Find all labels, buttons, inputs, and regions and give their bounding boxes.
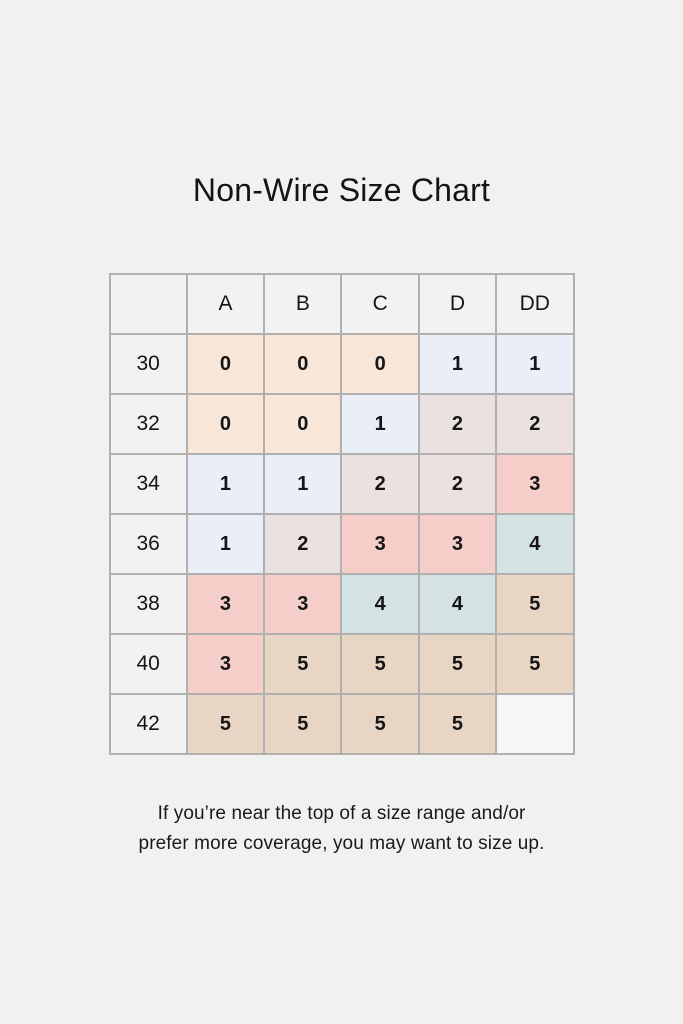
size-cell-32-c: 1 bbox=[340, 393, 420, 455]
row-header-42: 42 bbox=[108, 693, 188, 755]
size-cell-34-a: 1 bbox=[185, 453, 266, 515]
size-cell-40-d: 5 bbox=[417, 633, 498, 695]
table-row-band-36: 36 1 2 3 3 4 bbox=[108, 513, 575, 575]
size-cell-42-b: 5 bbox=[263, 693, 343, 755]
size-cell-36-c: 3 bbox=[340, 513, 420, 575]
size-cell-40-c: 5 bbox=[340, 633, 420, 695]
size-cell-38-a: 3 bbox=[185, 573, 266, 635]
size-cell-36-b: 2 bbox=[263, 513, 343, 575]
size-cell-34-d: 2 bbox=[417, 453, 498, 515]
row-header-34: 34 bbox=[108, 453, 188, 515]
size-cell-32-b: 0 bbox=[263, 393, 343, 455]
size-cell-34-dd: 3 bbox=[495, 453, 575, 515]
header-row: A B C D DD bbox=[108, 273, 575, 335]
size-chart-header: A B C D DD bbox=[108, 273, 575, 335]
table-row-band-40: 40 3 5 5 5 5 bbox=[108, 633, 575, 695]
size-cell-42-dd bbox=[495, 693, 575, 755]
size-cell-32-a: 0 bbox=[185, 393, 266, 455]
size-cell-34-c: 2 bbox=[340, 453, 420, 515]
size-cell-42-c: 5 bbox=[340, 693, 420, 755]
row-header-36: 36 bbox=[108, 513, 188, 575]
size-cell-34-b: 1 bbox=[263, 453, 343, 515]
size-cell-36-d: 3 bbox=[417, 513, 498, 575]
footnote-line-1: If you’re near the top of a size range a… bbox=[157, 803, 526, 824]
table-row-band-34: 34 1 1 2 2 3 bbox=[108, 453, 575, 515]
size-cell-38-dd: 5 bbox=[495, 573, 575, 635]
size-cell-38-d: 4 bbox=[417, 573, 498, 635]
size-cell-30-dd: 1 bbox=[495, 333, 575, 395]
row-header-30: 30 bbox=[108, 333, 188, 395]
row-header-40: 40 bbox=[108, 633, 188, 695]
size-chart-table: A B C D DD 30 0 0 0 1 1 32 0 0 1 2 2 34 1 1 2 2 3 36 1 2 3 3 4 38 3 3 4… bbox=[108, 273, 575, 755]
footnote-line-2: prefer more coverage, you may want to si… bbox=[138, 833, 545, 854]
size-cell-30-c: 0 bbox=[340, 333, 420, 395]
page-title: Non-Wire Size Chart bbox=[192, 172, 491, 208]
size-cell-42-d: 5 bbox=[417, 693, 498, 755]
size-cell-38-c: 4 bbox=[340, 573, 420, 635]
corner-cell bbox=[108, 273, 188, 335]
size-cell-40-a: 3 bbox=[185, 633, 266, 695]
column-header-d: D bbox=[417, 273, 498, 335]
column-header-c: C bbox=[340, 273, 420, 335]
size-cell-40-b: 5 bbox=[263, 633, 343, 695]
size-cell-36-a: 1 bbox=[185, 513, 266, 575]
size-cell-32-dd: 2 bbox=[495, 393, 575, 455]
column-header-b: B bbox=[263, 273, 343, 335]
table-row-band-30: 30 0 0 0 1 1 bbox=[108, 333, 575, 395]
size-chart-body: 30 0 0 0 1 1 32 0 0 1 2 2 34 1 1 2 2 3 36 1 2 3 3 4 38 3 3 4 4 5 40 3 5 5… bbox=[108, 333, 575, 755]
table-row-band-32: 32 0 0 1 2 2 bbox=[108, 393, 575, 455]
size-cell-36-dd: 4 bbox=[495, 513, 575, 575]
size-cell-38-b: 3 bbox=[263, 573, 343, 635]
column-header-dd: DD bbox=[495, 273, 575, 335]
table-row-band-38: 38 3 3 4 4 5 bbox=[108, 573, 575, 635]
footnote: If you’re near the top of a size range a… bbox=[139, 799, 545, 859]
table-row-band-42: 42 5 5 5 5 bbox=[108, 693, 575, 755]
row-header-38: 38 bbox=[108, 573, 188, 635]
size-cell-30-b: 0 bbox=[263, 333, 343, 395]
size-cell-32-d: 2 bbox=[417, 393, 498, 455]
row-header-32: 32 bbox=[108, 393, 188, 455]
size-cell-40-dd: 5 bbox=[495, 633, 575, 695]
column-header-a: A bbox=[185, 273, 266, 335]
size-cell-30-d: 1 bbox=[417, 333, 498, 395]
size-cell-30-a: 0 bbox=[185, 333, 266, 395]
size-cell-42-a: 5 bbox=[185, 693, 266, 755]
